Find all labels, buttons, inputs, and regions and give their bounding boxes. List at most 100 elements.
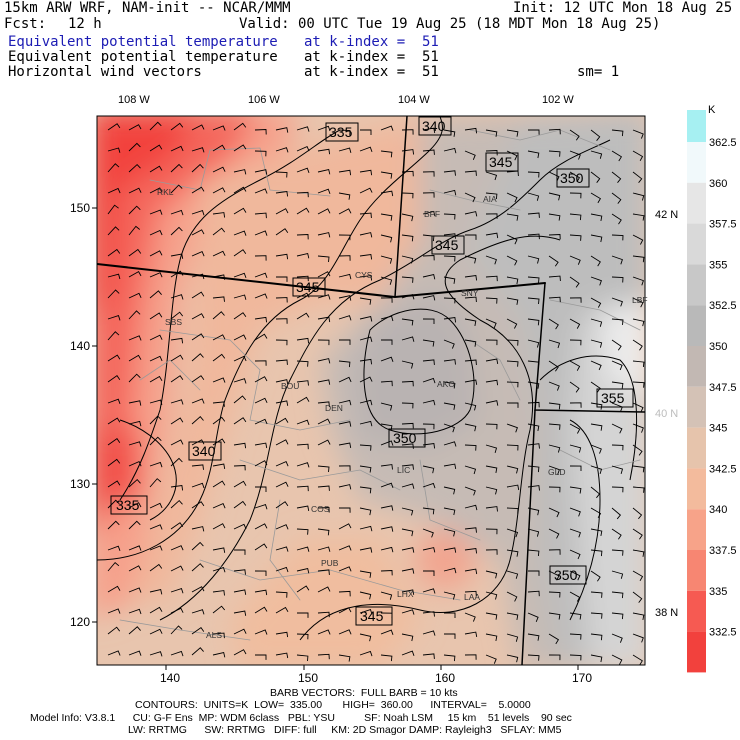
- wind-barb: [107, 289, 120, 299]
- wind-barb: [569, 549, 581, 560]
- wind-barb: [212, 547, 226, 553]
- wind-barb: [590, 402, 603, 410]
- wind-barb: [107, 417, 121, 425]
- wind-barb: [170, 484, 184, 491]
- wind-barb: [380, 526, 394, 532]
- wind-barb: [275, 171, 288, 178]
- wind-barb: [401, 149, 415, 155]
- wind-barb: [359, 316, 373, 322]
- wind-barb: [107, 437, 121, 446]
- wind-barb: [170, 145, 184, 152]
- wind-barb: [485, 339, 498, 346]
- wind-barb: [632, 654, 643, 665]
- wind-barb: [464, 402, 477, 411]
- wind-barb: [128, 650, 142, 656]
- wind-barb: [170, 337, 184, 344]
- wind-barb: [422, 528, 434, 538]
- wind-barb: [275, 339, 288, 346]
- wind-barb: [401, 170, 414, 177]
- wind-barb: [212, 334, 226, 341]
- wind-barb: [380, 190, 394, 197]
- wind-barb: [233, 417, 247, 425]
- wind-barb: [506, 276, 519, 285]
- wind-barb: [527, 590, 540, 597]
- station-labels: RKL BFF AIA CYS SNY SBS BOU DEN AKO LIC …: [157, 187, 648, 640]
- wind-barb: [128, 124, 142, 131]
- wind-barb: [233, 207, 247, 215]
- wind-barb: [275, 253, 289, 260]
- wind-barb: [464, 423, 477, 432]
- wind-barb: [359, 358, 373, 365]
- wind-barb: [233, 549, 246, 555]
- wind-barb: [401, 129, 414, 135]
- contour-label-340-top: 340: [418, 116, 452, 136]
- wind-barb: [401, 276, 414, 283]
- wind-barb: [380, 402, 393, 411]
- wind-barb: [191, 251, 205, 257]
- station-lhx: LHX: [397, 589, 414, 599]
- field-2-level: at k-index = 51: [304, 49, 439, 65]
- wind-barb: [191, 526, 205, 532]
- wind-barb: [317, 439, 331, 446]
- wind-barb: [527, 465, 540, 473]
- wind-barb: [338, 654, 351, 662]
- wind-barb: [191, 229, 205, 236]
- wind-barb: [611, 612, 624, 620]
- wind-barb: [464, 274, 478, 281]
- wind-barb: [128, 608, 142, 615]
- wind-barb: [128, 461, 142, 467]
- station-aia: AIA: [483, 194, 497, 204]
- station-pub: PUB: [321, 558, 339, 568]
- wind-barb: [212, 651, 226, 658]
- wind-barb: [233, 442, 247, 449]
- wind-barb: [107, 608, 121, 614]
- wind-barb: [170, 294, 184, 300]
- wind-barb: [611, 654, 623, 665]
- wind-barb: [212, 463, 226, 469]
- wind-barb: [569, 444, 582, 453]
- wind-barb: [338, 255, 351, 261]
- wind-barb: [506, 654, 519, 663]
- wind-barb: [464, 486, 476, 496]
- wind-barb: [254, 333, 268, 341]
- lat-label-38n: 38 N: [655, 607, 678, 619]
- wind-barb: [380, 234, 393, 243]
- wind-barb: [611, 171, 622, 183]
- wind-barb: [401, 213, 414, 222]
- wind-barb: [254, 188, 268, 194]
- wind-barb: [149, 461, 163, 468]
- wind-barb: [296, 312, 310, 320]
- wind-barb: [317, 148, 331, 155]
- wind-barb: [338, 590, 351, 597]
- contour-label-355-east: 355: [596, 388, 634, 408]
- wind-barb: [380, 213, 393, 221]
- wind-barb: [611, 234, 624, 241]
- wind-barb: [170, 311, 184, 320]
- wind-barb: [401, 192, 414, 199]
- colorbar-label: 342.5: [709, 463, 737, 475]
- wind-barb: [359, 633, 372, 642]
- wind-barb: [527, 549, 540, 557]
- wind-barb: [569, 612, 582, 620]
- wind-barb: [422, 127, 436, 134]
- station-sbs: SBS: [165, 317, 182, 327]
- wind-barb: [107, 585, 121, 593]
- wind-barb: [569, 633, 582, 640]
- wind-barb: [506, 444, 519, 451]
- wind-barb: [233, 249, 247, 257]
- wind-barb: [401, 360, 414, 369]
- wind-barb: [317, 168, 331, 175]
- wind-barb: [485, 171, 498, 181]
- wind-barb: [506, 234, 518, 245]
- wind-barb: [548, 318, 559, 330]
- wind-barb: [485, 444, 498, 454]
- wind-barb: [338, 273, 352, 280]
- wind-barb: [506, 549, 519, 557]
- wind-barb: [107, 626, 121, 635]
- wind-barb: [380, 171, 393, 179]
- wind-barb: [254, 212, 267, 219]
- colorbar-label: 340: [709, 504, 727, 516]
- wind-barb: [590, 192, 602, 204]
- colorbar-swatch: [687, 386, 706, 428]
- wind-barb: [590, 339, 603, 348]
